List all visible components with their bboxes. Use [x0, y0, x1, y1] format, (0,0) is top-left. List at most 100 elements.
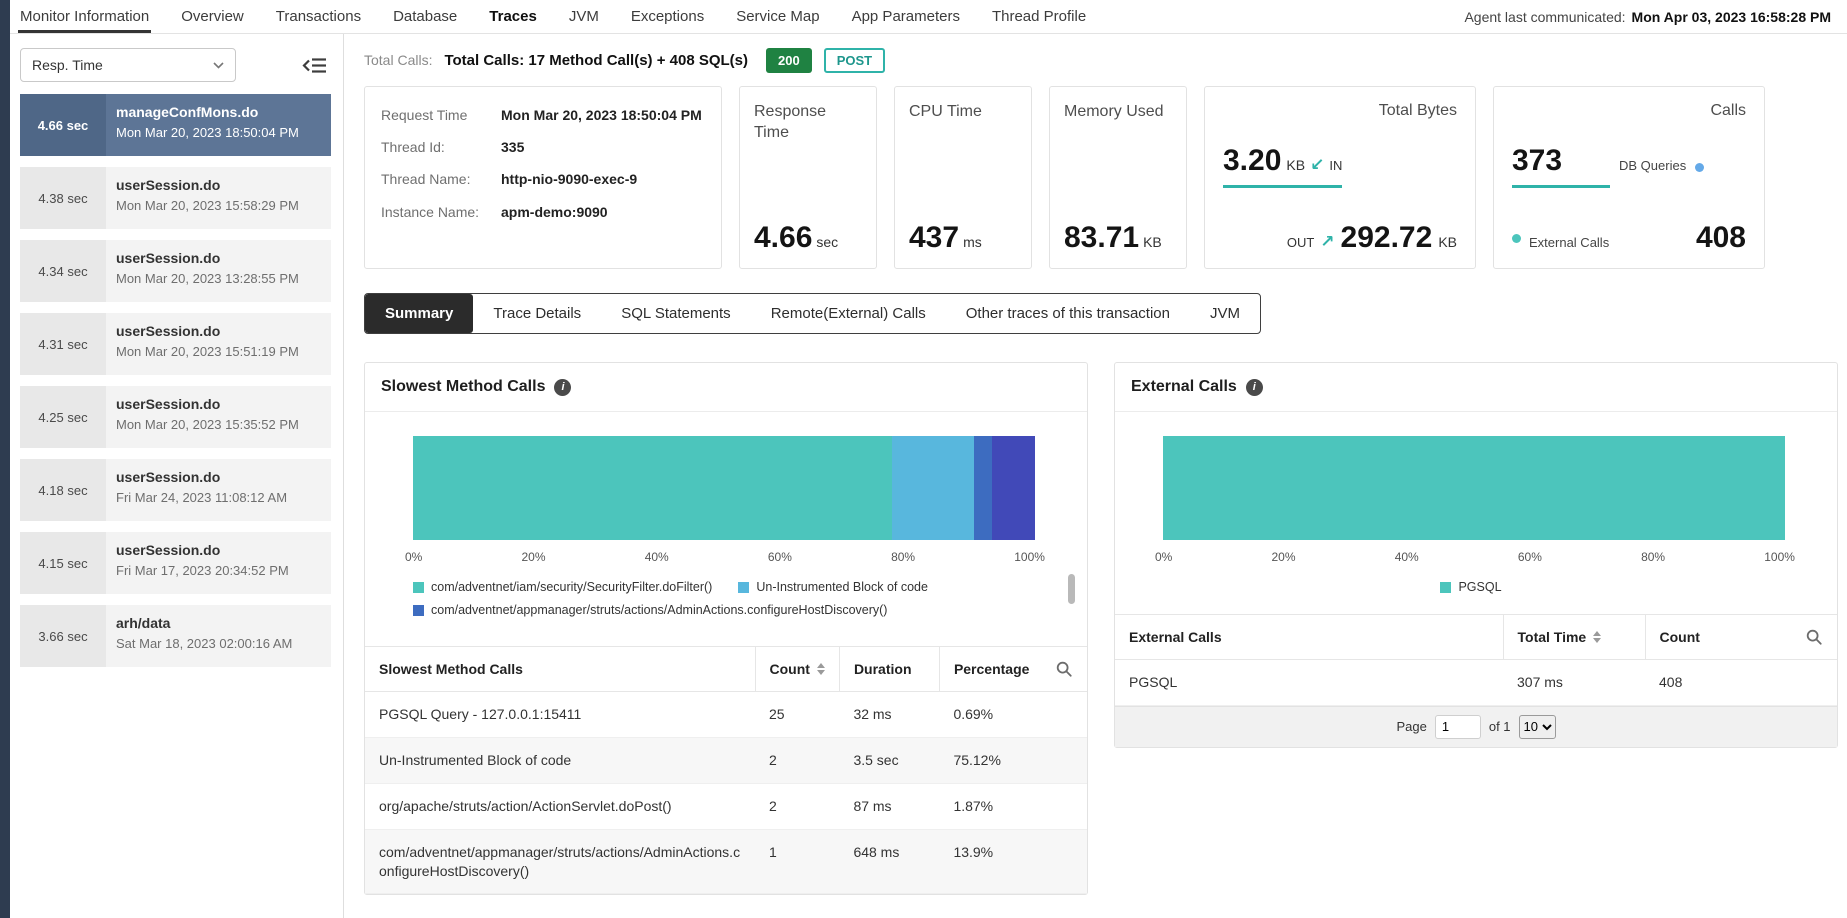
- tab-trace-details[interactable]: Trace Details: [473, 294, 601, 333]
- col-header-slowest-method-calls[interactable]: Slowest Method Calls: [365, 647, 755, 692]
- chart-legend: com/adventnet/iam/security/SecurityFilte…: [365, 564, 1087, 638]
- nav-tab-monitor-information[interactable]: Monitor Information: [20, 0, 149, 33]
- bytes-out-value: 292.72: [1341, 223, 1433, 253]
- table-row[interactable]: PGSQL 307 ms 408: [1115, 660, 1837, 706]
- info-value: 335: [501, 138, 524, 156]
- trace-list-item[interactable]: 4.25 sec userSession.do Mon Mar 20, 2023…: [20, 386, 331, 448]
- nav-tab-app-parameters[interactable]: App Parameters: [852, 0, 960, 33]
- legend-scrollbar[interactable]: [1068, 574, 1075, 604]
- col-header-total-time[interactable]: Total Time: [1503, 615, 1645, 660]
- table-row[interactable]: org/apache/struts/action/ActionServlet.d…: [365, 783, 1087, 829]
- total-calls-label: Total Calls:: [364, 52, 432, 68]
- info-icon[interactable]: [554, 379, 571, 396]
- col-header-label: Percentage: [954, 661, 1029, 677]
- panel-title: Slowest Method Calls: [381, 378, 545, 396]
- request-info-row: Instance Name: apm-demo:9090: [381, 203, 705, 221]
- nav-tab-jvm[interactable]: JVM: [569, 0, 599, 33]
- panel-header: External Calls: [1115, 363, 1837, 412]
- nav-tab-overview[interactable]: Overview: [181, 0, 244, 33]
- page-number-input[interactable]: [1435, 715, 1481, 739]
- bytes-out-label: OUT: [1287, 235, 1314, 250]
- trace-list-item[interactable]: 3.66 sec arh/data Sat Mar 18, 2023 02:00…: [20, 605, 331, 667]
- col-header-count[interactable]: Count: [755, 647, 839, 692]
- table-header-row: Slowest Method Calls Count Duration: [365, 647, 1087, 692]
- sort-by-dropdown[interactable]: Resp. Time: [20, 48, 236, 82]
- info-icon[interactable]: [1246, 379, 1263, 396]
- nav-tab-thread-profile[interactable]: Thread Profile: [992, 0, 1086, 33]
- legend-label: PGSQL: [1458, 580, 1501, 594]
- external-calls-row: External Calls 408: [1512, 223, 1746, 253]
- chart-legend: PGSQL: [1115, 564, 1837, 606]
- trace-item-body: userSession.do Mon Mar 20, 2023 15:35:52…: [106, 386, 331, 448]
- nav-tab-transactions[interactable]: Transactions: [276, 0, 361, 33]
- memory-used-card: Memory Used 83.71 KB: [1049, 86, 1187, 269]
- tab-summary[interactable]: Summary: [365, 294, 473, 333]
- col-header-external-calls[interactable]: External Calls: [1115, 615, 1503, 660]
- table-row[interactable]: Un-Instrumented Block of code 2 3.5 sec …: [365, 737, 1087, 783]
- table-row[interactable]: PGSQL Query - 127.0.0.1:15411 25 32 ms 0…: [365, 692, 1087, 738]
- trace-item-body: userSession.do Fri Mar 17, 2023 20:34:52…: [106, 532, 331, 594]
- x-axis-tick: 20%: [522, 550, 546, 564]
- x-axis-tick: 60%: [1518, 550, 1542, 564]
- sort-by-value: Resp. Time: [32, 57, 103, 73]
- trace-list-item[interactable]: 4.34 sec userSession.do Mon Mar 20, 2023…: [20, 240, 331, 302]
- bytes-in-label: IN: [1329, 158, 1342, 173]
- tab-sql-statements[interactable]: SQL Statements: [601, 294, 751, 333]
- col-header-duration[interactable]: Duration: [839, 647, 939, 692]
- tab-other-traces[interactable]: Other traces of this transaction: [946, 294, 1190, 333]
- trace-list-item[interactable]: 4.18 sec userSession.do Fri Mar 24, 2023…: [20, 459, 331, 521]
- tab-jvm[interactable]: JVM: [1190, 294, 1260, 333]
- bytes-in-unit: KB: [1286, 157, 1305, 173]
- panels-row: Slowest Method Calls 0% 20% 40% 60% 80%: [364, 362, 1837, 895]
- trace-name: arh/data: [116, 615, 321, 631]
- collapse-sidebar-button[interactable]: [302, 56, 327, 75]
- trace-timestamp: Fri Mar 17, 2023 20:34:52 PM: [116, 563, 321, 578]
- cell-duration: 648 ms: [839, 829, 939, 894]
- sort-icon[interactable]: [1593, 631, 1601, 643]
- chart-segment: [974, 436, 992, 540]
- trace-item-body: userSession.do Mon Mar 20, 2023 15:58:29…: [106, 167, 331, 229]
- x-axis-tick: 40%: [1395, 550, 1419, 564]
- db-queries-row: 373 DB Queries: [1512, 146, 1746, 188]
- x-axis-ticks: 0% 20% 40% 60% 80% 100%: [405, 550, 1045, 564]
- x-axis-tick: 100%: [1014, 550, 1045, 564]
- col-header-label: External Calls: [1129, 629, 1222, 645]
- trace-list-item[interactable]: 4.31 sec userSession.do Mon Mar 20, 2023…: [20, 313, 331, 375]
- table-row[interactable]: com/adventnet/appmanager/struts/actions/…: [365, 829, 1087, 894]
- metric-value-row: 4.66 sec: [754, 223, 862, 253]
- x-axis-tick: 0%: [405, 550, 422, 564]
- cell-duration: 32 ms: [839, 692, 939, 738]
- cell-percentage: 13.9%: [939, 829, 1087, 894]
- trace-list-item[interactable]: 4.38 sec userSession.do Mon Mar 20, 2023…: [20, 167, 331, 229]
- col-header-percentage[interactable]: Percentage: [939, 647, 1087, 692]
- info-label: Request Time: [381, 106, 501, 124]
- col-header-label: Count: [770, 661, 810, 677]
- trace-name: userSession.do: [116, 396, 321, 412]
- trace-duration-badge: 4.25 sec: [20, 386, 106, 448]
- total-calls-value: Total Calls: 17 Method Call(s) + 408 SQL…: [444, 52, 748, 69]
- chart-segment: [1163, 436, 1785, 540]
- sort-icon[interactable]: [817, 663, 825, 675]
- nav-tab-database[interactable]: Database: [393, 0, 457, 33]
- nav-tab-service-map[interactable]: Service Map: [736, 0, 819, 33]
- cell-method: PGSQL Query - 127.0.0.1:15411: [365, 692, 755, 738]
- nav-tab-traces[interactable]: Traces: [489, 0, 537, 33]
- tab-remote-external-calls[interactable]: Remote(External) Calls: [751, 294, 946, 333]
- trace-timestamp: Fri Mar 24, 2023 11:08:12 AM: [116, 490, 321, 505]
- trace-list-item[interactable]: 4.15 sec userSession.do Fri Mar 17, 2023…: [20, 532, 331, 594]
- trace-timestamp: Mon Mar 20, 2023 15:35:52 PM: [116, 417, 321, 432]
- search-icon[interactable]: [1805, 628, 1823, 646]
- page-size-select[interactable]: 10: [1519, 715, 1556, 739]
- trace-duration-badge: 3.66 sec: [20, 605, 106, 667]
- col-header-count[interactable]: Count: [1645, 615, 1837, 660]
- trace-list-item[interactable]: 4.66 sec manageConfMons.do Mon Mar 20, 2…: [20, 94, 331, 156]
- detail-tabs: Summary Trace Details SQL Statements Rem…: [364, 293, 1261, 334]
- metric-unit: sec: [816, 234, 838, 250]
- chart-segment: [892, 436, 974, 540]
- search-icon[interactable]: [1055, 660, 1073, 678]
- outbound-arrow-icon: ↗: [1320, 233, 1334, 250]
- metric-value: 4.66: [754, 223, 812, 253]
- legend-swatch: [738, 582, 749, 593]
- nav-tab-exceptions[interactable]: Exceptions: [631, 0, 704, 33]
- agent-last-communicated: Agent last communicated: Mon Apr 03, 202…: [1464, 0, 1831, 33]
